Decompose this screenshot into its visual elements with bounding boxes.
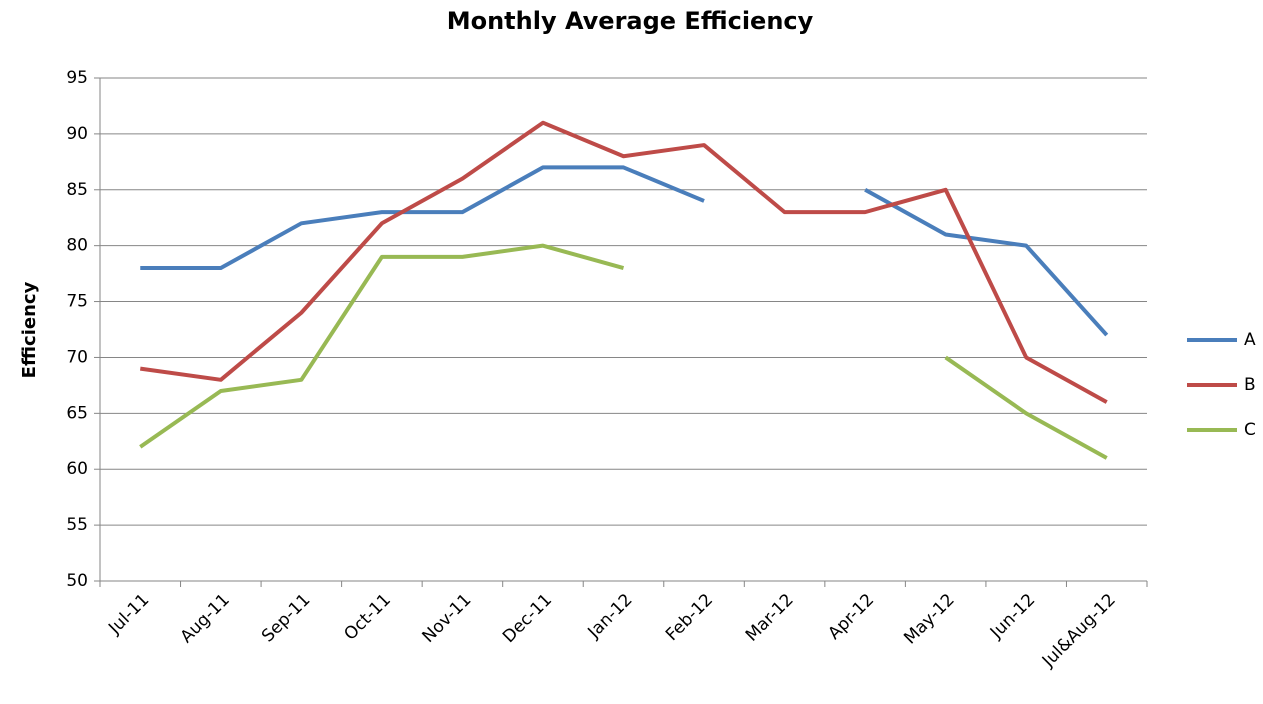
x-tick-label: Apr-12 (824, 590, 878, 644)
legend-label: B (1244, 375, 1256, 395)
x-tick-label: Oct-11 (340, 590, 395, 645)
x-tick-label: Jul&Aug-12 (1038, 590, 1120, 672)
x-tick-label: Sep-11 (258, 590, 314, 646)
y-tick-label: 90 (66, 124, 88, 144)
y-axis-label: Efficiency (19, 281, 40, 378)
x-tick-label: Jun-12 (986, 590, 1039, 643)
y-tick-label: 70 (66, 347, 88, 367)
x-tick-label: Dec-11 (499, 590, 556, 647)
y-tick-label: 85 (66, 180, 88, 200)
x-tick-label: May-12 (900, 590, 958, 648)
x-tick-label: Feb-12 (662, 590, 717, 645)
x-tick-label: Aug-11 (177, 590, 234, 647)
chart-title: Monthly Average Efficiency (447, 7, 814, 35)
y-tick-label: 50 (66, 571, 88, 591)
legend-label: C (1244, 420, 1256, 440)
x-tick-label: Jan-12 (584, 590, 637, 643)
y-tick-label: 75 (66, 292, 88, 312)
x-tick-label: Jul-11 (104, 590, 153, 639)
series-line (139, 243, 1108, 460)
x-tick-label: Mar-12 (742, 590, 798, 646)
x-tick-label: Nov-11 (419, 590, 476, 647)
y-tick-label: 60 (66, 459, 88, 479)
series-line (139, 120, 1108, 404)
legend-label: A (1244, 330, 1256, 350)
y-tick-label: 80 (66, 236, 88, 256)
y-tick-label: 95 (66, 68, 88, 88)
y-tick-label: 65 (66, 403, 88, 423)
series-line (140, 165, 1109, 337)
y-tick-label: 55 (66, 515, 88, 535)
